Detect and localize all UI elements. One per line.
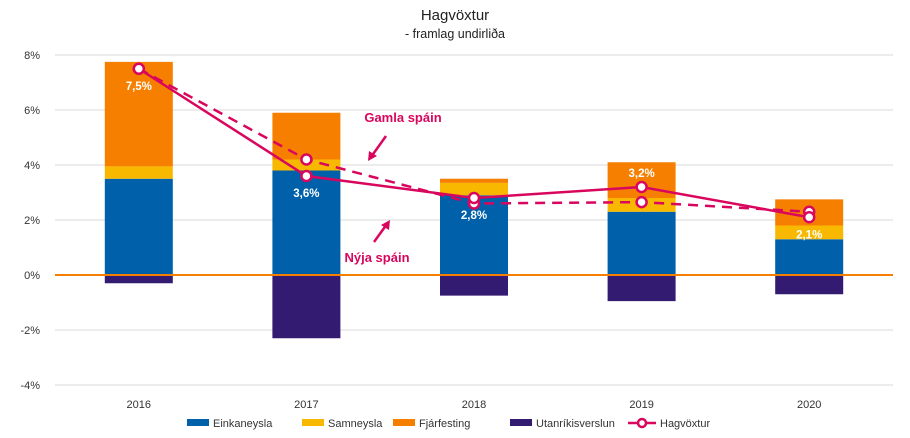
y-tick-label: 4% <box>24 160 40 172</box>
annotation-new-forecast: Nýja spáin <box>344 250 409 265</box>
line-marker <box>300 153 313 166</box>
bar-utanríkisverslun <box>104 275 173 284</box>
bar-utanríkisverslun <box>272 275 341 339</box>
bar-einkaneysla <box>272 170 341 275</box>
data-label: 2,1% <box>796 229 822 241</box>
x-tick-label: 2016 <box>127 399 151 411</box>
line-marker <box>635 195 648 209</box>
y-tick-label: 6% <box>24 105 40 117</box>
bar-samneysla <box>440 182 508 196</box>
bar-fjárfesting <box>104 61 173 167</box>
bar-samneysla <box>104 166 173 179</box>
chart-subtitle: - framlag undirliða <box>405 27 505 41</box>
y-tick-label: 0% <box>24 270 40 282</box>
x-tick-label: 2020 <box>797 399 821 411</box>
data-label: 2,8% <box>461 210 487 222</box>
legend-swatch <box>187 419 209 426</box>
bar-fjárfesting <box>440 178 508 183</box>
legend-swatch <box>510 419 532 426</box>
line-marker <box>300 169 313 183</box>
bar-einkaneysla <box>775 239 844 275</box>
chart-title: Hagvöxtur <box>421 7 489 24</box>
bar-samneysla <box>775 225 844 240</box>
bar-fjárfesting <box>272 112 341 160</box>
legend-item: Hagvöxtur <box>628 417 710 430</box>
y-tick-label: -4% <box>20 380 40 392</box>
data-label: 7,5% <box>126 81 152 93</box>
legend-label: Fjárfesting <box>419 418 470 430</box>
arrow-old-forecast <box>368 135 388 161</box>
bar-utanríkisverslun <box>775 275 844 295</box>
line-marker <box>467 191 481 205</box>
bar-einkaneysla <box>607 211 676 275</box>
line-marker <box>802 211 816 224</box>
x-tick-label: 2017 <box>294 399 318 411</box>
legend-item: Utanríkisverslun <box>510 418 615 430</box>
legend-marker <box>636 417 648 429</box>
bar-einkaneysla <box>104 178 173 275</box>
x-tick-label: 2018 <box>462 399 486 411</box>
legend-swatch <box>393 419 415 426</box>
line-marker <box>635 180 648 194</box>
bar-utanríkisverslun <box>440 275 508 296</box>
y-tick-label: 8% <box>24 50 40 62</box>
legend-item: Samneysla <box>302 418 383 430</box>
legend-label: Utanríkisverslun <box>536 418 615 430</box>
annotation-old-forecast: Gamla spáin <box>364 110 441 125</box>
data-label: 3,2% <box>628 168 654 180</box>
legend-label: Samneysla <box>328 418 383 430</box>
legend-item: Fjárfesting <box>393 418 470 430</box>
line-marker <box>132 62 146 75</box>
data-label: 3,6% <box>293 188 319 200</box>
legend-label: Hagvöxtur <box>660 418 710 430</box>
legend-label: Einkaneysla <box>213 418 273 430</box>
legend-swatch <box>302 419 324 426</box>
x-tick-label: 2019 <box>629 399 653 411</box>
legend-item: Einkaneysla <box>187 418 273 430</box>
y-tick-label: 2% <box>24 215 40 227</box>
bar-utanríkisverslun <box>607 275 676 302</box>
arrow-new-forecast <box>372 220 390 243</box>
y-tick-label: -2% <box>20 325 40 337</box>
